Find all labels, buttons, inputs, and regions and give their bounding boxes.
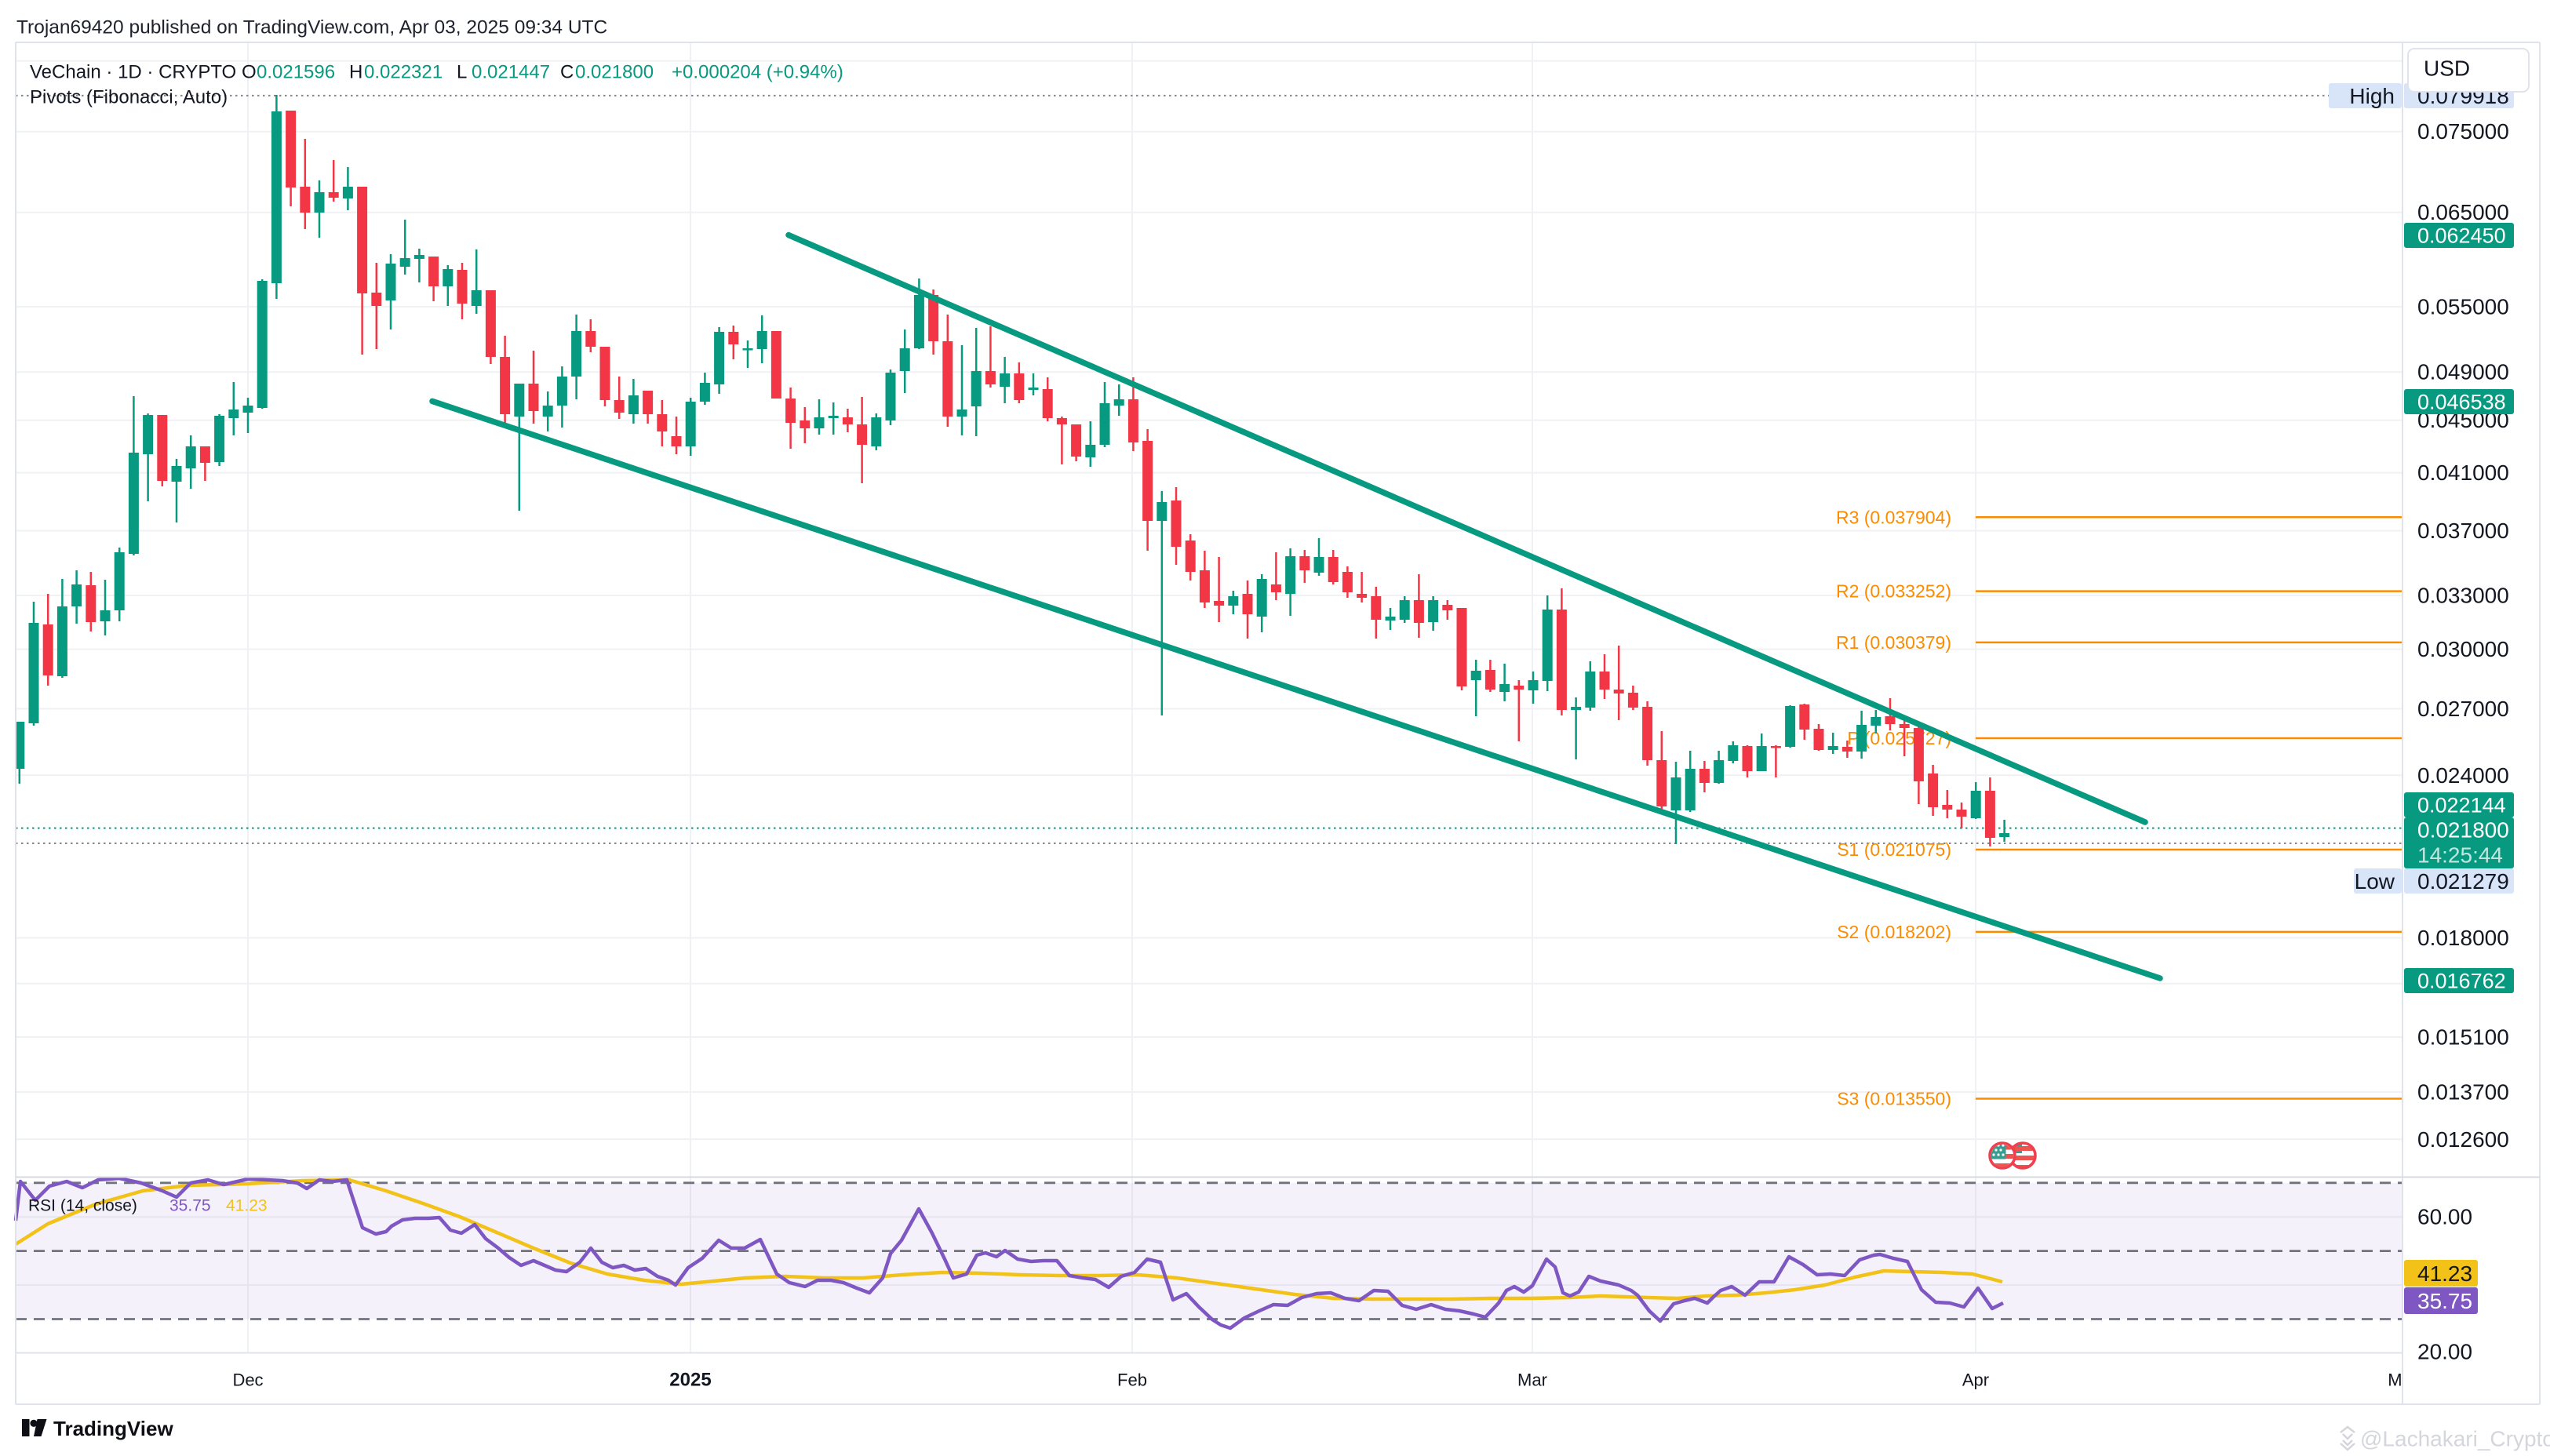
svg-text:+0.000204 (+0.94%): +0.000204 (+0.94%) (672, 62, 843, 83)
svg-text:0.015100: 0.015100 (2417, 1025, 2509, 1050)
svg-text:0.021279: 0.021279 (2417, 869, 2509, 894)
svg-text:60.00: 60.00 (2417, 1205, 2472, 1229)
svg-text:0.075000: 0.075000 (2417, 119, 2509, 144)
svg-text:0.016762: 0.016762 (2417, 970, 2506, 993)
svg-text:Feb: Feb (1117, 1370, 1147, 1390)
svg-text:35.75: 35.75 (2417, 1289, 2472, 1313)
svg-text:0.049000: 0.049000 (2417, 360, 2509, 384)
svg-text:0.062450: 0.062450 (2417, 224, 2506, 248)
svg-text:Dec: Dec (232, 1370, 263, 1390)
svg-text:@Lachakari_Crypto: @Lachakari_Crypto (2360, 1427, 2550, 1451)
svg-text:S2 (0.018202): S2 (0.018202) (1837, 922, 1951, 942)
svg-text:14:25:44: 14:25:44 (2417, 843, 2503, 868)
svg-text:RSI (14, close): RSI (14, close) (28, 1197, 137, 1215)
svg-text:41.23: 41.23 (2417, 1261, 2472, 1286)
svg-text:TradingView: TradingView (53, 1417, 173, 1440)
svg-text:S3 (0.013550): S3 (0.013550) (1837, 1089, 1951, 1109)
svg-text:0.055000: 0.055000 (2417, 295, 2509, 319)
svg-text:R1 (0.030379): R1 (0.030379) (1836, 632, 1951, 653)
svg-text:Low: Low (2355, 869, 2395, 894)
svg-text:0.030000: 0.030000 (2417, 637, 2509, 661)
svg-text:H: H (349, 62, 362, 83)
svg-text:0.021596: 0.021596 (257, 62, 335, 83)
svg-text:0.021447: 0.021447 (472, 62, 550, 83)
svg-text:0.021800: 0.021800 (2417, 818, 2509, 843)
svg-text:VeChain · 1D · CRYPTO: VeChain · 1D · CRYPTO (30, 62, 236, 83)
svg-text:0.022321: 0.022321 (364, 62, 443, 83)
svg-text:O: O (242, 62, 257, 83)
svg-text:0.065000: 0.065000 (2417, 200, 2509, 224)
svg-text:0.041000: 0.041000 (2417, 460, 2509, 485)
svg-text:0.033000: 0.033000 (2417, 583, 2509, 607)
svg-text:R2 (0.033252): R2 (0.033252) (1836, 581, 1951, 602)
svg-text:USD: USD (2424, 56, 2470, 81)
svg-text:0.046538: 0.046538 (2417, 391, 2506, 414)
svg-text:35.75: 35.75 (169, 1197, 211, 1215)
svg-text:Apr: Apr (1962, 1370, 1989, 1390)
svg-text:S1 (0.021075): S1 (0.021075) (1837, 839, 1951, 860)
svg-text:C: C (560, 62, 574, 83)
svg-text:L: L (457, 62, 467, 83)
svg-text:20.00: 20.00 (2417, 1340, 2472, 1364)
svg-text:0.013700: 0.013700 (2417, 1080, 2509, 1105)
svg-text:Mar: Mar (1517, 1370, 1547, 1390)
svg-text:R3 (0.037904): R3 (0.037904) (1836, 507, 1951, 527)
svg-text:41.23: 41.23 (226, 1197, 268, 1215)
svg-text:0.037000: 0.037000 (2417, 519, 2509, 543)
svg-text:0.022144: 0.022144 (2417, 794, 2506, 817)
svg-text:0.018000: 0.018000 (2417, 926, 2509, 950)
svg-text:High: High (2349, 84, 2395, 108)
svg-text:0.021800: 0.021800 (575, 62, 654, 83)
svg-text:0.024000: 0.024000 (2417, 763, 2509, 788)
svg-text:May: May (2388, 1370, 2421, 1390)
svg-text:Pivots (Fibonacci, Auto): Pivots (Fibonacci, Auto) (30, 87, 228, 108)
svg-text:0.027000: 0.027000 (2417, 697, 2509, 721)
svg-text:0.012600: 0.012600 (2417, 1127, 2509, 1152)
svg-text:Trojan69420 published on Tradi: Trojan69420 published on TradingView.com… (16, 17, 607, 38)
svg-text:2025: 2025 (669, 1370, 711, 1391)
